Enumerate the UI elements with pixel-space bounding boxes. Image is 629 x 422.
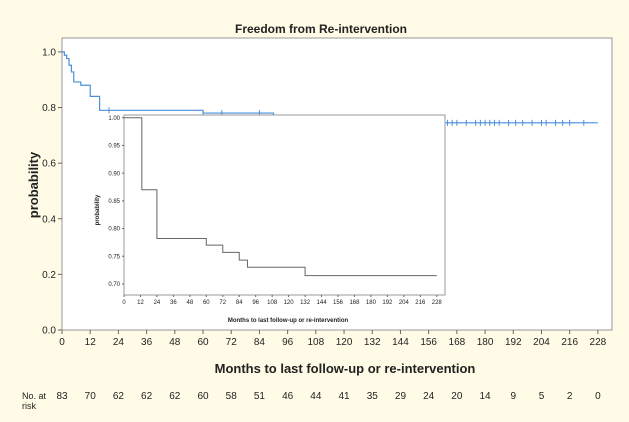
risk-count: 24 bbox=[423, 391, 435, 402]
x-tick-label: 192 bbox=[505, 337, 522, 348]
risk-table-values: 83 70 62 62 62 60 58 51 46 44 41 35 29 24 20 14 9 5 2 0 bbox=[56, 391, 601, 402]
x-tick-label: 108 bbox=[308, 337, 325, 348]
x-tick-label: 96 bbox=[252, 300, 259, 306]
y-tick-label: 0.90 bbox=[108, 171, 120, 177]
x-tick-label: 132 bbox=[300, 300, 311, 306]
main-x-ticks: 0 12 24 36 48 60 72 84 96 108 120 132 144 156 168 180 19… bbox=[59, 330, 607, 348]
x-tick-label: 24 bbox=[113, 337, 125, 348]
y-tick-label: 0.75 bbox=[108, 254, 120, 260]
x-tick-label: 60 bbox=[197, 337, 209, 348]
inset-y-axis-label: probability bbox=[95, 194, 101, 225]
risk-count: 5 bbox=[539, 391, 545, 402]
risk-count: 20 bbox=[451, 391, 463, 402]
y-tick-label: 0.4 bbox=[42, 214, 56, 225]
x-tick-label: 60 bbox=[203, 300, 210, 306]
risk-count: 35 bbox=[367, 391, 379, 402]
x-tick-label: 204 bbox=[533, 337, 550, 348]
risk-count: 83 bbox=[56, 391, 68, 402]
chart-title: Freedom from Re-intervention bbox=[235, 22, 407, 36]
risk-count: 51 bbox=[254, 391, 266, 402]
x-tick-label: 156 bbox=[420, 337, 437, 348]
y-tick-label: 0.85 bbox=[108, 199, 120, 205]
x-tick-label: 216 bbox=[561, 337, 578, 348]
risk-count: 44 bbox=[310, 391, 322, 402]
x-tick-label: 36 bbox=[141, 337, 153, 348]
x-tick-label: 216 bbox=[415, 300, 426, 306]
x-tick-label: 168 bbox=[449, 337, 466, 348]
survival-curve bbox=[124, 117, 437, 277]
x-tick-label: 84 bbox=[236, 300, 243, 306]
x-tick-label: 72 bbox=[226, 337, 238, 348]
x-tick-label: 36 bbox=[170, 300, 177, 306]
main-y-ticks: 0.0 0.2 0.4 0.6 0.8 1.0 bbox=[42, 47, 62, 337]
risk-count: 9 bbox=[511, 391, 517, 402]
inset-x-ticks: 0 12 24 36 48 60 72 84 96 108 120 132 144 156 168 180 19… bbox=[122, 295, 442, 306]
x-tick-label: 108 bbox=[267, 300, 278, 306]
y-tick-label: 0.80 bbox=[108, 227, 120, 233]
inset-x-axis-label: Months to last follow-up or re-intervent… bbox=[228, 318, 349, 324]
x-tick-label: 48 bbox=[187, 300, 194, 306]
risk-count: 58 bbox=[226, 391, 238, 402]
x-tick-label: 180 bbox=[477, 337, 494, 348]
y-tick-label: 0.0 bbox=[42, 326, 56, 337]
x-tick-label: 120 bbox=[336, 337, 353, 348]
x-tick-label: 72 bbox=[219, 300, 226, 306]
x-axis-label: Months to last follow-up or re-intervent… bbox=[215, 361, 476, 376]
risk-table-label-line2: risk bbox=[22, 401, 36, 411]
x-tick-label: 12 bbox=[137, 300, 144, 306]
y-tick-label: 0.6 bbox=[42, 159, 56, 170]
risk-count: 2 bbox=[567, 391, 573, 402]
risk-count: 62 bbox=[169, 391, 181, 402]
x-tick-label: 204 bbox=[399, 300, 410, 306]
x-tick-label: 0 bbox=[59, 337, 65, 348]
x-tick-label: 144 bbox=[392, 337, 409, 348]
x-tick-label: 132 bbox=[364, 337, 381, 348]
x-tick-label: 0 bbox=[122, 300, 126, 306]
x-tick-label: 228 bbox=[590, 337, 607, 348]
x-tick-label: 84 bbox=[254, 337, 266, 348]
y-tick-label: 1.00 bbox=[108, 116, 120, 122]
risk-count: 70 bbox=[85, 391, 97, 402]
x-tick-label: 12 bbox=[85, 337, 97, 348]
x-tick-label: 48 bbox=[169, 337, 181, 348]
risk-count: 14 bbox=[480, 391, 492, 402]
y-tick-label: 1.0 bbox=[42, 47, 56, 58]
x-tick-label: 228 bbox=[432, 300, 443, 306]
risk-count: 62 bbox=[141, 391, 153, 402]
y-axis-label: probability bbox=[26, 151, 41, 218]
x-tick-label: 144 bbox=[317, 300, 328, 306]
y-tick-label: 0.70 bbox=[108, 282, 120, 288]
inset-y-ticks: 0.70 0.75 0.80 0.85 0.90 0.95 1.00 bbox=[108, 116, 124, 288]
risk-count: 46 bbox=[282, 391, 294, 402]
inset-series bbox=[124, 117, 437, 277]
risk-table-label: No. at bbox=[22, 391, 47, 401]
y-tick-label: 0.8 bbox=[42, 103, 56, 114]
x-tick-label: 192 bbox=[382, 300, 393, 306]
inset-plot-area bbox=[123, 114, 446, 296]
x-tick-label: 180 bbox=[366, 300, 377, 306]
x-tick-label: 168 bbox=[349, 300, 360, 306]
risk-count: 60 bbox=[197, 391, 209, 402]
x-tick-label: 96 bbox=[282, 337, 294, 348]
y-tick-label: 0.2 bbox=[42, 270, 56, 281]
risk-count: 62 bbox=[113, 391, 125, 402]
x-tick-label: 156 bbox=[333, 300, 344, 306]
x-tick-label: 120 bbox=[284, 300, 295, 306]
risk-count: 41 bbox=[338, 391, 350, 402]
x-tick-label: 24 bbox=[154, 300, 161, 306]
risk-count: 0 bbox=[595, 391, 601, 402]
risk-count: 29 bbox=[395, 391, 407, 402]
y-tick-label: 0.95 bbox=[108, 144, 120, 150]
